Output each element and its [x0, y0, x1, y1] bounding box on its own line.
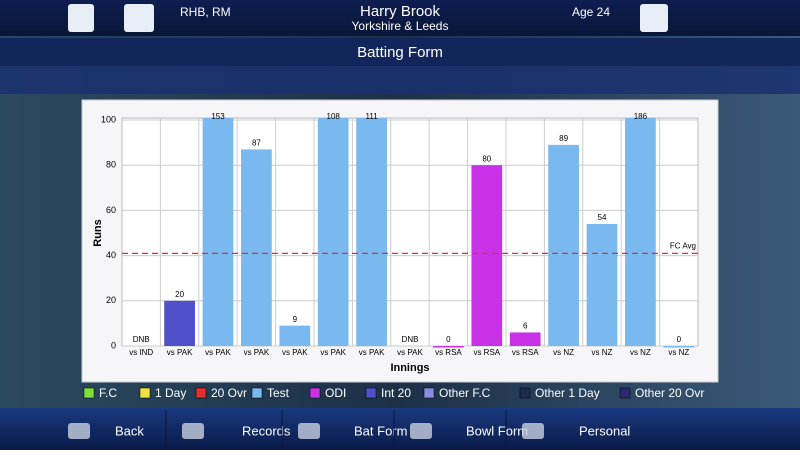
x-tick-label: vs NZ [630, 348, 651, 357]
y-tick-label: 80 [106, 160, 116, 170]
legend-label: Test [267, 386, 290, 400]
value-label: DNB [402, 335, 419, 344]
y-tick-label: 40 [106, 250, 116, 260]
county-badge [68, 4, 94, 32]
legend-swatch [251, 387, 263, 399]
legend-label: 20 Ovr [211, 386, 247, 400]
legend-label: Other 20 Ovr [635, 386, 704, 400]
bar [241, 149, 272, 346]
sub-bar [0, 66, 800, 94]
x-axis-label: Innings [390, 362, 429, 374]
nav-bar [0, 408, 800, 450]
legend-label: F.C [99, 386, 117, 400]
legend-label: 1 Day [155, 386, 186, 400]
bar [509, 332, 541, 346]
x-tick-label: vs NZ [592, 348, 613, 357]
bar [471, 165, 503, 346]
hand: RHB, RM [180, 5, 231, 19]
y-tick-label: 0 [111, 340, 116, 350]
x-tick-label: vs PAK [397, 348, 423, 357]
legend-swatch [423, 387, 435, 399]
y-tick-label: 60 [106, 205, 116, 215]
nav-button[interactable]: Back [115, 423, 144, 438]
bar [356, 118, 387, 346]
value-label: 0 [677, 335, 682, 344]
bar [279, 325, 311, 346]
legend-swatch [365, 387, 377, 399]
nav-icon [298, 423, 320, 439]
x-tick-label: vs PAK [359, 348, 385, 357]
nav-icon [522, 423, 544, 439]
x-tick-label: vs PAK [205, 348, 231, 357]
legend-swatch [83, 387, 95, 399]
bar [433, 346, 464, 348]
value-label: 6 [523, 322, 528, 331]
value-label: 20 [175, 290, 184, 299]
y-tick-label: 20 [106, 295, 116, 305]
nav-icon [68, 423, 90, 439]
x-tick-label: vs PAK [244, 348, 270, 357]
legend-swatch [519, 387, 531, 399]
bat-icon[interactable] [124, 4, 154, 32]
x-tick-label: vs NZ [553, 348, 574, 357]
value-label: 87 [252, 138, 261, 147]
legend-swatch [309, 387, 321, 399]
y-tick-label: 100 [101, 114, 116, 124]
bar [586, 223, 618, 346]
y-axis-label: Runs [92, 219, 104, 247]
player-name: Harry Brook [360, 3, 441, 20]
bar [625, 118, 656, 346]
nav-icon [410, 423, 432, 439]
value-label: 0 [446, 335, 451, 344]
bar [548, 144, 579, 346]
bar [663, 346, 695, 348]
team: Yorkshire & Leeds [352, 19, 449, 33]
bar [202, 118, 234, 346]
chart-title: Batting Form [357, 44, 443, 61]
x-tick-label: vs PAK [320, 348, 346, 357]
value-label: DNB [133, 335, 150, 344]
reference-label: FC Avg [670, 241, 696, 250]
nav-icon [182, 423, 204, 439]
value-label: 54 [598, 213, 607, 222]
legend-swatch [619, 387, 631, 399]
value-label: 108 [327, 112, 341, 121]
x-tick-label: vs PAK [167, 348, 193, 357]
x-tick-label: vs RSA [435, 348, 462, 357]
value-label: 186 [634, 112, 648, 121]
value-label: 153 [211, 112, 225, 121]
value-label: 9 [293, 315, 298, 324]
bars [164, 118, 695, 348]
nav-button[interactable]: Bowl Form [466, 423, 528, 438]
edit-icon[interactable] [640, 4, 668, 32]
legend-label: Other 1 Day [535, 386, 600, 400]
title-bar [0, 38, 800, 66]
bar [317, 118, 349, 346]
x-tick-label: vs PAK [282, 348, 308, 357]
nav-button[interactable]: Records [242, 423, 291, 438]
legend-swatch [195, 387, 207, 399]
legend-label: ODI [325, 386, 346, 400]
x-tick-label: vs RSA [512, 348, 539, 357]
value-label: 111 [366, 112, 379, 121]
bar [164, 300, 195, 346]
x-tick-label: vs NZ [668, 348, 689, 357]
x-tick-label: vs RSA [473, 348, 500, 357]
age: Age 24 [572, 5, 610, 19]
x-tick-label: vs IND [129, 348, 153, 357]
legend-label: Int 20 [381, 386, 411, 400]
value-label: 89 [559, 134, 568, 143]
nav-button[interactable]: Bat Form [354, 423, 407, 438]
value-label: 80 [482, 154, 491, 163]
legend-swatch [139, 387, 151, 399]
legend-label: Other F.C [439, 386, 491, 400]
nav-button[interactable]: Personal [579, 423, 630, 438]
